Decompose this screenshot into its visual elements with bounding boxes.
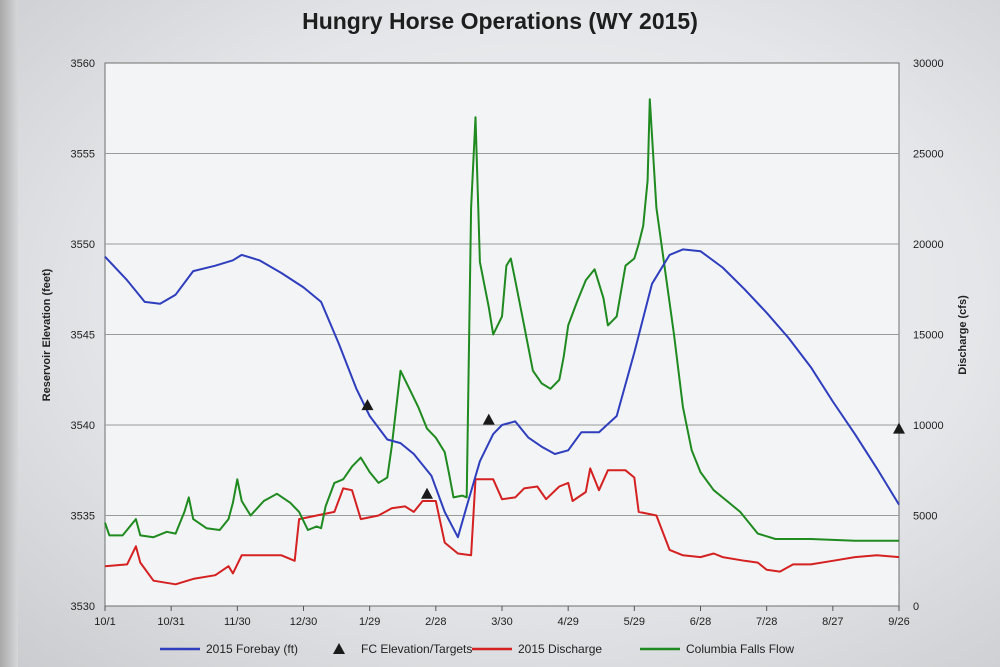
legend: 2015 Forebay (ft) FC Elevation/Targets 201… xyxy=(160,642,794,656)
right-tick-label: 15000 xyxy=(913,330,944,342)
x-tick-label: 2/28 xyxy=(425,616,446,628)
series-line-2015-forebay-ft xyxy=(104,248,900,539)
x-tick-label: 10/1 xyxy=(94,616,115,628)
x-tick-label: 12/30 xyxy=(290,616,318,628)
right-tick-label: 10000 xyxy=(913,420,944,432)
left-tick-label: 3550 xyxy=(71,239,95,251)
legend-label: 2015 Discharge xyxy=(518,642,602,656)
series-line-columbia-falls-flow xyxy=(104,98,899,542)
x-tick-label: 8/27 xyxy=(822,616,843,628)
left-axis-title: Reservoir Elevation (feet) xyxy=(41,268,53,401)
legend-label: Columbia Falls Flow xyxy=(686,642,794,656)
left-tick-label: 3545 xyxy=(71,330,95,342)
screen-edge xyxy=(0,0,18,667)
right-tick-label: 5000 xyxy=(913,511,937,523)
series-line-2015-discharge xyxy=(104,467,900,586)
series-layer xyxy=(104,98,905,586)
right-tick-label: 20000 xyxy=(913,239,944,251)
right-tick-label: 25000 xyxy=(913,149,944,161)
x-tick-label: 11/30 xyxy=(224,616,251,628)
legend-marker xyxy=(333,643,345,654)
x-tick-label: 4/29 xyxy=(557,616,578,628)
x-tick-label: 5/29 xyxy=(624,616,645,628)
fc-target-marker xyxy=(893,422,905,434)
left-tick-label: 3535 xyxy=(71,511,95,523)
chart-title: Hungry Horse Operations (WY 2015) xyxy=(302,8,698,34)
x-axis: 10/1 10/31 11/30 12/30 1/29 2/28 3/30 4/29 5/29 6… xyxy=(94,606,910,628)
left-tick-label: 3530 xyxy=(71,601,95,613)
right-axis-title: Discharge (cfs) xyxy=(957,295,969,375)
fc-target-marker xyxy=(482,413,495,425)
legend-label: FC Elevation/Targets xyxy=(361,642,472,656)
left-tick-label: 3555 xyxy=(71,149,95,161)
x-tick-label: 3/30 xyxy=(491,616,512,628)
left-axis: 3530 3535 3540 3545 3550 3555 3560 xyxy=(71,58,95,613)
fc-target-marker xyxy=(421,487,434,499)
right-tick-label: 30000 xyxy=(913,58,944,70)
fc-target-marker xyxy=(361,399,374,411)
x-tick-label: 1/29 xyxy=(359,616,380,628)
x-tick-label: 9/26 xyxy=(888,616,909,628)
left-tick-label: 3560 xyxy=(71,58,95,70)
x-tick-label: 7/28 xyxy=(756,616,777,628)
right-tick-label: 0 xyxy=(913,601,919,613)
legend-label: 2015 Forebay (ft) xyxy=(206,642,298,656)
x-tick-label: 10/31 xyxy=(157,616,185,628)
right-axis: 0 5000 10000 15000 20000 25000 30000 xyxy=(913,58,944,613)
left-tick-label: 3540 xyxy=(71,420,95,432)
x-tick-label: 6/28 xyxy=(690,616,711,628)
